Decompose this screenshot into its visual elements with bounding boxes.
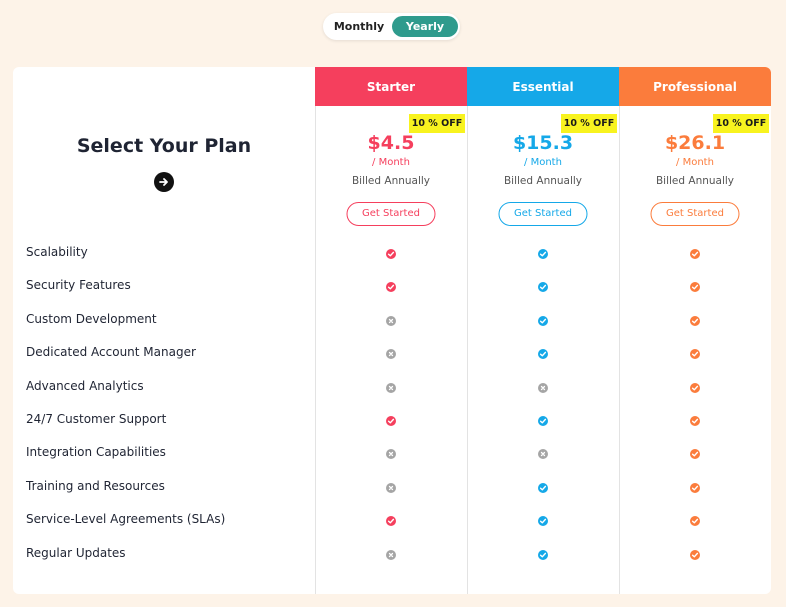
- check-icon: [690, 482, 700, 493]
- plan-price: $26.1: [664, 132, 726, 154]
- check-icon: [690, 382, 700, 393]
- cross-icon: [386, 382, 396, 393]
- check-icon: [690, 416, 700, 426]
- feature-label: Integration Capabilities: [26, 445, 166, 460]
- column-divider: [619, 67, 620, 594]
- feature-label: Service-Level Agreements (SLAs): [26, 512, 226, 527]
- discount-badge: 10 % OFF: [409, 114, 465, 133]
- plan-starter: 10 % OFF $4.5 / Month Billed Annually Get St…: [315, 106, 467, 246]
- discount-badge: 10 % OFF: [713, 114, 769, 133]
- price-period: / Month: [372, 157, 410, 168]
- column-divider: [467, 67, 468, 594]
- price-period: / Month: [524, 157, 562, 168]
- check-icon: [690, 282, 700, 293]
- plan-header-essential: Essential: [467, 67, 619, 106]
- arrow-right-icon[interactable]: [154, 172, 174, 192]
- check-icon: [690, 349, 700, 360]
- cross-icon: [386, 315, 396, 326]
- check-icon: [386, 249, 396, 259]
- pricing-table: Select Your Plan Starter 10 % OFF $4.5/ Mo…: [13, 67, 771, 594]
- get-started-button-starter[interactable]: Get Started: [346, 202, 436, 226]
- get-started-button-professional[interactable]: Get Started: [650, 202, 740, 226]
- check-icon: [538, 482, 548, 493]
- check-icon: [690, 549, 700, 560]
- cross-icon: [538, 382, 548, 393]
- feature-label: 24/7 Customer Support: [26, 412, 167, 426]
- price-period: / Month: [676, 157, 714, 168]
- column-divider: [315, 67, 316, 594]
- billing-note: Billed Annually: [503, 175, 583, 187]
- check-icon: [538, 349, 548, 360]
- plan-professional: 10 % OFF $26.1 / Month Billed Annually Get S…: [619, 106, 771, 246]
- check-icon: [386, 282, 396, 293]
- feature-label: Security Features: [26, 278, 131, 293]
- feature-label: Training and Resources: [26, 478, 165, 493]
- yearly-toggle-option[interactable]: Yearly: [392, 16, 458, 37]
- plan-price: $4.5: [367, 132, 415, 154]
- check-icon: [386, 516, 396, 527]
- check-icon: [690, 516, 700, 527]
- monthly-toggle-option[interactable]: Monthly: [333, 20, 385, 33]
- cross-icon: [386, 349, 396, 360]
- page-title: Select Your Plan: [76, 135, 252, 157]
- check-icon: [690, 249, 700, 259]
- check-icon: [538, 249, 548, 259]
- billing-note: Billed Annually: [351, 175, 431, 187]
- billing-toggle[interactable]: Monthly Yearly: [323, 13, 460, 40]
- check-icon: [538, 315, 548, 326]
- check-icon: [538, 549, 548, 560]
- discount-badge: 10 % OFF: [561, 114, 617, 133]
- feature-label: Custom Development: [26, 311, 157, 326]
- plan-price: $15.3: [512, 132, 574, 154]
- cross-icon: [538, 449, 548, 460]
- feature-label: Regular Updates: [26, 545, 126, 560]
- check-icon: [538, 282, 548, 293]
- feature-label: Dedicated Account Manager: [26, 345, 196, 360]
- check-icon: [538, 416, 548, 426]
- cross-icon: [386, 549, 396, 560]
- cross-icon: [386, 449, 396, 460]
- plan-header-starter: Starter: [315, 67, 467, 106]
- billing-note: Billed Annually: [655, 175, 735, 187]
- check-icon: [538, 516, 548, 527]
- feature-label: Advanced Analytics: [26, 378, 144, 393]
- check-icon: [690, 449, 700, 460]
- get-started-button-essential[interactable]: Get Started: [498, 202, 588, 226]
- plan-essential: 10 % OFF $15.3 / Month Billed Annually Get S…: [467, 106, 619, 246]
- check-icon: [386, 416, 396, 426]
- feature-label: Scalability: [26, 245, 88, 259]
- cross-icon: [386, 482, 396, 493]
- check-icon: [690, 315, 700, 326]
- plan-header-professional: Professional: [619, 67, 771, 106]
